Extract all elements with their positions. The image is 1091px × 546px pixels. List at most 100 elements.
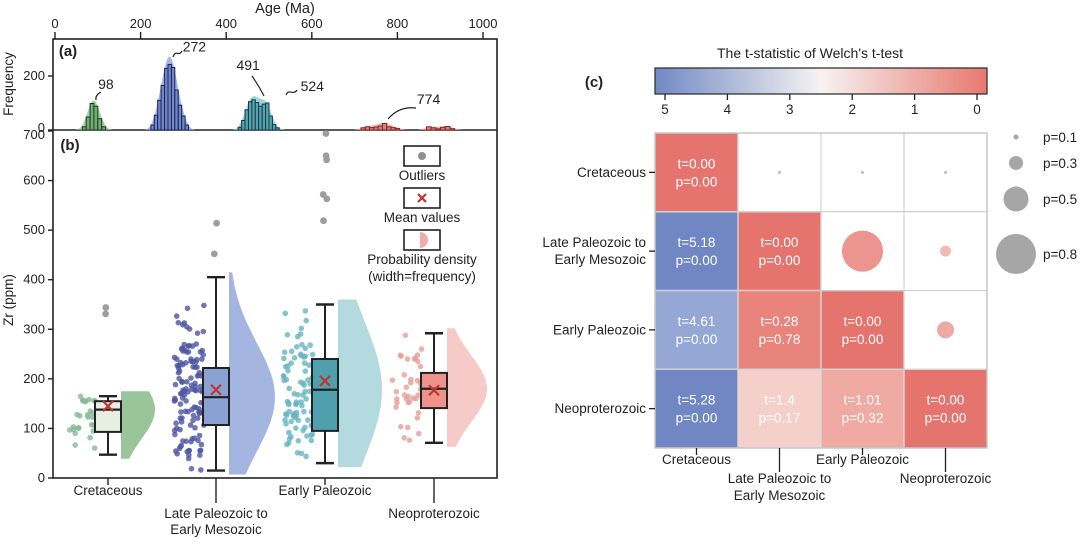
probability-density-shape — [338, 299, 382, 468]
scatter-point — [77, 393, 84, 400]
scatter-point — [194, 330, 201, 337]
scatter-point — [284, 332, 291, 338]
histogram-bar — [150, 124, 155, 131]
histogram-bar — [157, 99, 162, 131]
scatter-point — [414, 415, 421, 421]
scatter-point — [281, 349, 288, 356]
mean-marker — [319, 375, 331, 387]
t-test-cell — [655, 369, 738, 448]
scatter-point — [177, 426, 183, 433]
scatter-point — [179, 395, 186, 401]
cell-p-value: p=0.00 — [842, 332, 884, 347]
scatter-point — [294, 344, 300, 350]
scatter-point — [291, 410, 298, 417]
scatter-point — [393, 389, 400, 395]
scatter-point — [302, 308, 309, 314]
scatter-point — [196, 369, 203, 376]
outlier-legend-icon — [418, 152, 426, 160]
legend-mean-label: Mean values — [384, 210, 461, 225]
scatter-point — [198, 441, 205, 448]
scatter-point — [301, 408, 307, 415]
scatter-point — [196, 409, 202, 415]
histogram-bar — [177, 104, 183, 131]
histogram-bar — [93, 105, 99, 131]
t-test-cell — [738, 369, 821, 448]
scatter-point — [178, 419, 185, 425]
panel-a-age-histogram: 0 200 400 600 800 1000 Age (Ma) 0 200 Frequency (a… — [1, 1, 497, 135]
scatter-point — [201, 302, 207, 309]
histogram-bar — [265, 102, 270, 131]
scatter-point — [185, 349, 192, 355]
legend-outliers-label: Outliers — [399, 168, 446, 183]
scatter-point — [194, 415, 201, 421]
box — [420, 371, 448, 410]
scatter-point — [87, 434, 93, 441]
scatter-point — [398, 353, 404, 359]
histogram-bar — [386, 126, 392, 131]
scatter-point — [306, 362, 312, 368]
histogram-bar — [167, 63, 172, 131]
t-test-cell — [738, 212, 821, 290]
axes-frame — [52, 38, 498, 479]
column-label: Early Paleozoic — [816, 452, 909, 467]
scatter-point — [176, 375, 182, 382]
cell-t-value: t=0.00 — [678, 156, 716, 171]
t-test-cell — [738, 291, 821, 369]
scatter-point — [291, 355, 298, 361]
scatter-point — [288, 348, 295, 355]
scatter-point — [178, 409, 184, 415]
y-tick-label: 500 — [23, 222, 45, 237]
scatter-point — [302, 368, 309, 375]
scatter-point — [192, 380, 198, 387]
scatter-point — [191, 435, 198, 442]
scatter-point — [171, 354, 178, 361]
outlier-point — [322, 152, 330, 160]
scatter-point — [175, 369, 182, 376]
scatter-point — [295, 438, 302, 444]
histogram-bar — [360, 127, 366, 131]
scatter-point — [393, 404, 399, 410]
peak-annotation: 272 — [183, 38, 207, 54]
histogram-bar — [426, 126, 432, 131]
scatter-point — [193, 404, 199, 411]
scatter-point — [415, 410, 422, 416]
scatter-point — [406, 437, 413, 444]
colorbar — [654, 67, 988, 95]
y-tick-label: 200 — [23, 68, 45, 83]
peak-annotation: 524 — [301, 78, 325, 94]
histogram-bar — [261, 103, 267, 131]
cell-t-value: t=1.4 — [764, 393, 795, 408]
scatter-point — [179, 379, 185, 386]
scatter-point — [406, 399, 413, 405]
scatter-point — [418, 346, 425, 352]
scatter-point — [184, 379, 190, 385]
cell-p-value: p=0.00 — [676, 253, 718, 268]
legend-density-label: Probability density — [367, 252, 477, 267]
scatter-point — [403, 384, 410, 391]
scatter-point — [298, 399, 305, 405]
colorbar-tick-label: 3 — [786, 102, 794, 117]
scatter-point — [303, 396, 309, 402]
scatter-point — [408, 376, 414, 383]
x-tick-label: 200 — [130, 16, 152, 31]
size-legend-label: p=0.5 — [1043, 192, 1077, 207]
histogram-bar — [258, 105, 263, 131]
y-tick-label: 400 — [23, 272, 45, 287]
scatter-point — [74, 411, 80, 418]
cell-t-value: t=1.01 — [844, 393, 882, 408]
scatter-point — [188, 375, 194, 381]
scatter-point — [188, 358, 194, 365]
panel-b-zr-raincloud: 0 100 200 300 400 500 600 700 Zr (ppm) (b) Cretace… — [1, 127, 487, 537]
scatter-point — [72, 442, 78, 448]
raincloud-group — [171, 219, 275, 475]
histogram-bar — [373, 126, 379, 131]
histogram-bar — [85, 116, 91, 131]
t-test-cell — [821, 369, 904, 448]
scatter-point — [299, 341, 305, 348]
histogram-bar — [181, 115, 186, 131]
scatter-point — [308, 437, 315, 444]
histogram-bar — [430, 127, 437, 131]
panel-c-label: (c) — [585, 74, 603, 91]
scatter-point — [414, 352, 421, 358]
category-label: Neoproterozoic — [388, 506, 480, 521]
